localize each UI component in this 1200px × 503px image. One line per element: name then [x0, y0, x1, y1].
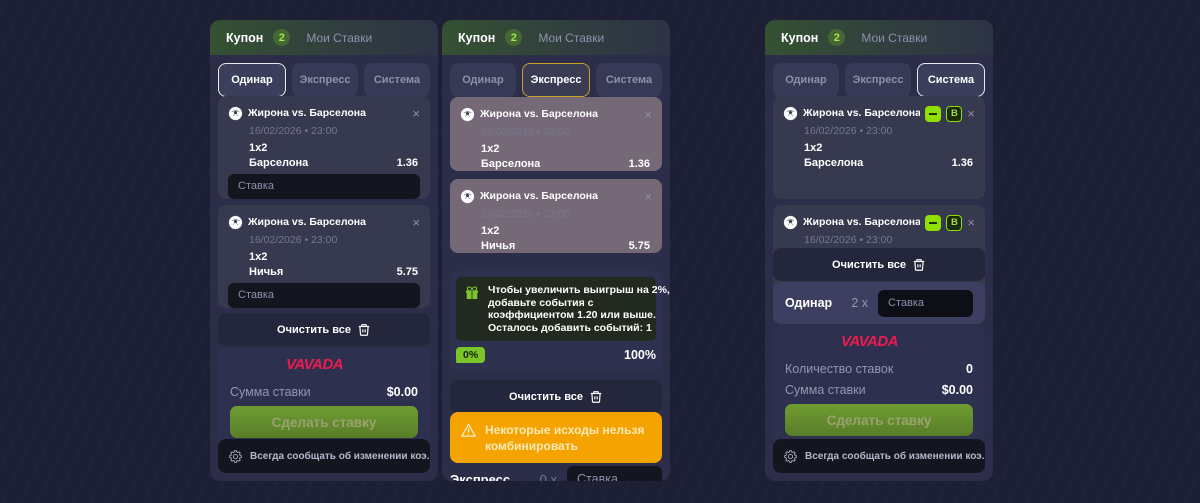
- svg-text:VAVADA: VAVADA: [841, 334, 898, 349]
- svg-text:VAVADA: VAVADA: [286, 357, 343, 372]
